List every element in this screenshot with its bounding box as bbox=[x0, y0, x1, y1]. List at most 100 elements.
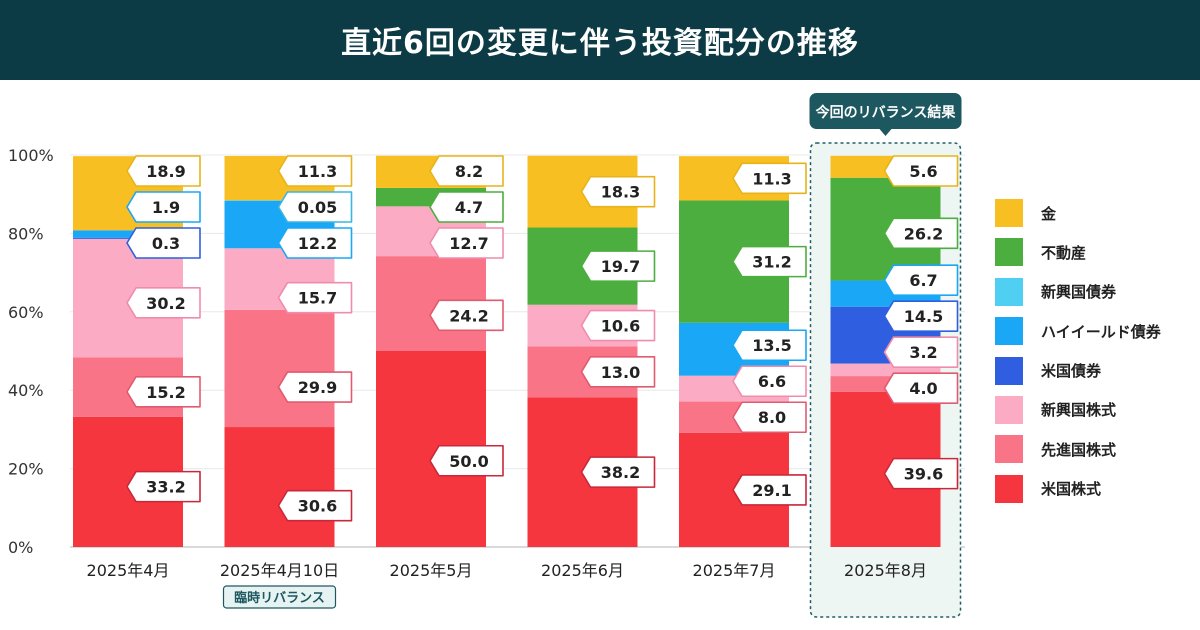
value-label: 19.7 bbox=[601, 257, 640, 276]
value-label-box bbox=[126, 191, 201, 223]
value-label: 1.9 bbox=[152, 198, 180, 217]
legend-swatch bbox=[995, 277, 1023, 306]
value-label-box bbox=[277, 371, 353, 403]
legend-item: 新興国株式 bbox=[995, 395, 1195, 425]
value-label-box bbox=[732, 162, 807, 195]
value-label-box bbox=[126, 155, 201, 187]
value-label-box bbox=[883, 336, 959, 368]
value-label: 18.3 bbox=[601, 183, 640, 202]
value-label: 26.2 bbox=[904, 224, 943, 243]
legend-label: 米国債券 bbox=[1041, 362, 1102, 381]
highlight-tag-label: 今回のリバランス結果 bbox=[815, 104, 957, 121]
value-label-box bbox=[277, 281, 353, 314]
y-tick-label: 100% bbox=[8, 146, 54, 165]
value-label-box bbox=[732, 365, 807, 398]
x-tick-label: 2025年8月 bbox=[844, 561, 927, 580]
legend-swatch bbox=[995, 317, 1023, 346]
legend-item: 米国株式 bbox=[995, 474, 1195, 504]
x-tick-label: 2025年4月10日 bbox=[220, 561, 339, 580]
y-tick-label: 40% bbox=[8, 381, 44, 400]
legend-label: 不動産 bbox=[1041, 243, 1087, 262]
value-label-box bbox=[126, 470, 201, 503]
legend-label: 米国株式 bbox=[1041, 480, 1102, 499]
value-label-box bbox=[580, 309, 656, 342]
value-label: 0.3 bbox=[152, 234, 180, 253]
legend-swatch bbox=[995, 199, 1023, 227]
legend-item: 金 bbox=[995, 198, 1195, 228]
value-label: 14.5 bbox=[904, 307, 943, 326]
value-label: 38.2 bbox=[601, 463, 640, 482]
legend-label: 新興国株式 bbox=[1041, 401, 1117, 420]
value-label-box bbox=[580, 250, 656, 282]
value-label: 29.1 bbox=[752, 481, 791, 500]
value-label-box bbox=[580, 456, 656, 488]
value-label-box bbox=[277, 227, 353, 259]
value-label-box bbox=[732, 245, 807, 278]
value-label: 30.6 bbox=[298, 497, 337, 516]
y-tick-label: 80% bbox=[8, 224, 44, 243]
legend-item: 先進国株式 bbox=[995, 434, 1195, 464]
value-label: 15.7 bbox=[298, 289, 337, 308]
value-label: 29.9 bbox=[298, 378, 337, 397]
legend-item: 不動産 bbox=[995, 237, 1195, 267]
bar-segment bbox=[73, 230, 183, 238]
legend-item: ハイイールド債券 bbox=[995, 316, 1195, 346]
legend-label: 新興国債券 bbox=[1041, 283, 1117, 302]
legend-swatch bbox=[995, 356, 1023, 385]
value-label: 13.5 bbox=[752, 336, 791, 355]
page-title: 直近6回の変更に伴う投資配分の推移 bbox=[341, 26, 859, 61]
x-tick-label: 2025年7月 bbox=[693, 561, 776, 580]
legend-swatch bbox=[995, 435, 1023, 464]
value-label: 30.2 bbox=[146, 294, 185, 313]
bar-segment bbox=[224, 200, 335, 201]
value-label: 24.2 bbox=[449, 306, 488, 325]
highlight-tag bbox=[809, 93, 962, 129]
value-label-box bbox=[429, 191, 504, 223]
value-label-box bbox=[277, 489, 353, 522]
value-label: 6.7 bbox=[909, 271, 937, 290]
value-label: 11.3 bbox=[752, 169, 791, 188]
value-label-box bbox=[429, 444, 504, 477]
y-tick-label: 0% bbox=[8, 538, 33, 557]
value-label-box bbox=[883, 155, 959, 187]
value-label-box bbox=[277, 191, 353, 223]
rebalance-tag bbox=[222, 585, 337, 609]
value-label: 10.6 bbox=[601, 317, 640, 336]
legend-label: 金 bbox=[1041, 204, 1057, 223]
legend-swatch bbox=[995, 395, 1023, 424]
value-label: 4.0 bbox=[909, 379, 937, 398]
value-label: 8.0 bbox=[758, 408, 786, 427]
value-label: 5.6 bbox=[909, 162, 937, 181]
value-label-box bbox=[883, 264, 959, 296]
value-label-box bbox=[429, 155, 504, 187]
stacked-bar-chart: 0% 20% 40% 60% 80% 100% 2025年4月 33.2 15.2 30.2 0.3… bbox=[8, 93, 965, 618]
value-label-box bbox=[277, 155, 353, 187]
value-label: 12.7 bbox=[449, 234, 488, 253]
value-label-box bbox=[732, 474, 807, 506]
value-label: 39.6 bbox=[904, 465, 943, 484]
value-label: 3.2 bbox=[909, 343, 937, 362]
value-label-box bbox=[883, 372, 959, 404]
value-label-box bbox=[126, 227, 201, 259]
value-label: 33.2 bbox=[146, 478, 185, 497]
value-label-box bbox=[883, 457, 959, 490]
bar-segment bbox=[73, 237, 183, 239]
header-bar: 直近6回の変更に伴う投資配分の推移 bbox=[0, 0, 1200, 80]
value-label: 12.2 bbox=[298, 234, 337, 253]
value-label: 13.0 bbox=[601, 363, 640, 382]
value-label-box bbox=[580, 175, 656, 208]
legend-swatch bbox=[995, 474, 1023, 503]
value-label-box bbox=[883, 217, 959, 250]
legend-label: ハイイールド債券 bbox=[1041, 322, 1161, 341]
value-label-box bbox=[429, 227, 504, 259]
y-tick-label: 60% bbox=[8, 303, 44, 322]
value-label-box bbox=[429, 299, 504, 332]
value-label: 4.7 bbox=[455, 198, 483, 217]
value-label: 15.2 bbox=[146, 383, 185, 402]
value-label-box bbox=[883, 300, 959, 332]
value-label: 31.2 bbox=[752, 253, 791, 272]
value-label: 0.05 bbox=[298, 198, 337, 217]
x-tick-label: 2025年5月 bbox=[390, 561, 473, 580]
legend-label: 先進国株式 bbox=[1041, 440, 1117, 459]
value-label-box bbox=[126, 375, 201, 408]
